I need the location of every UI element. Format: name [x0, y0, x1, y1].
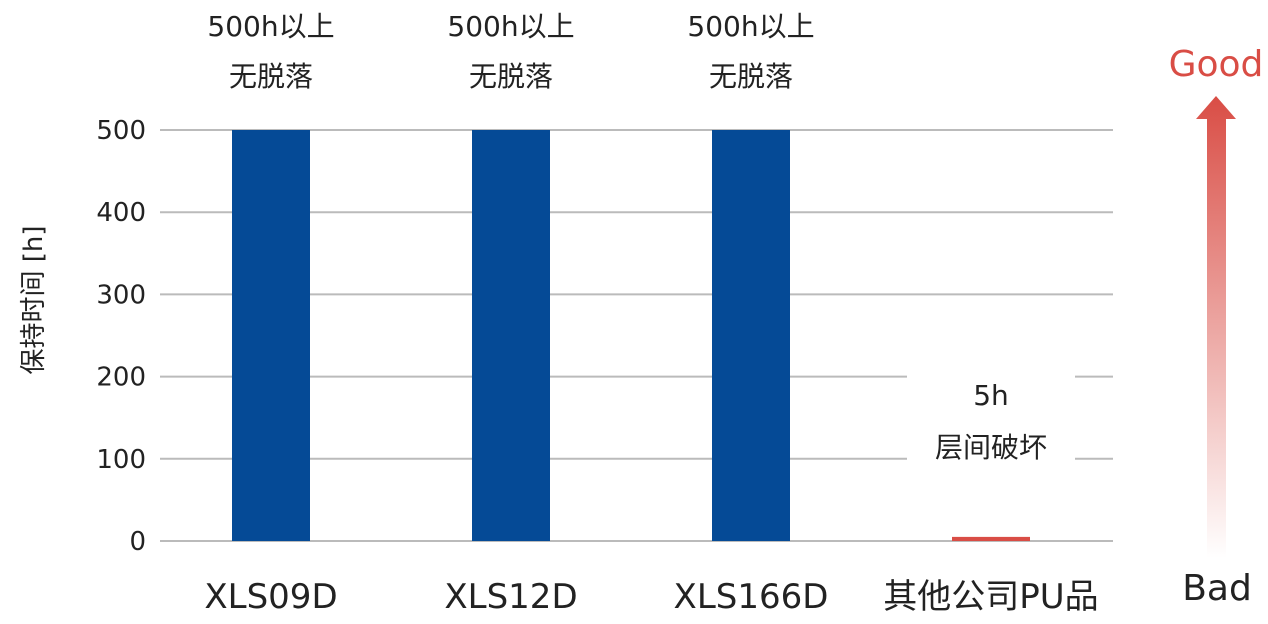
bars [232, 130, 1030, 541]
annotation-line1: 500h以上 [447, 10, 574, 43]
y-axis-label: 保持时间 [h] [19, 225, 49, 374]
annotation-line2: 层间破坏 [935, 431, 1047, 464]
y-tick-label: 200 [96, 363, 146, 393]
bad-label: Bad [1182, 568, 1252, 609]
bar [712, 130, 790, 541]
x-tick-label: XLS166D [674, 577, 829, 617]
x-tick-label: 其他公司PU品 [883, 577, 1098, 617]
annotation-line1: 500h以上 [687, 10, 814, 43]
y-tick-label: 400 [96, 198, 146, 228]
annotation-line1: 500h以上 [207, 10, 334, 43]
annotation-line2: 无脱落 [469, 60, 553, 93]
good-bad-indicator: Good Bad [1169, 44, 1264, 609]
up-arrow-icon [1196, 96, 1236, 558]
x-axis-ticks: XLS09D XLS12D XLS166D 其他公司PU品 [204, 577, 1098, 617]
y-axis-ticks: 0 100 200 300 400 500 [96, 116, 146, 557]
annotation-line1: 5h [973, 379, 1009, 412]
annotation-line2: 无脱落 [229, 60, 313, 93]
annotation-background [907, 370, 1075, 470]
bar [232, 130, 310, 541]
y-tick-label: 0 [129, 527, 146, 557]
annotation-line2: 无脱落 [709, 60, 793, 93]
y-tick-label: 300 [96, 280, 146, 310]
x-tick-label: XLS09D [204, 577, 337, 617]
y-tick-label: 500 [96, 116, 146, 146]
x-tick-label: XLS12D [444, 577, 577, 617]
y-tick-label: 100 [96, 445, 146, 475]
good-label: Good [1169, 44, 1264, 85]
bar [952, 536, 1030, 541]
bar [472, 130, 550, 541]
